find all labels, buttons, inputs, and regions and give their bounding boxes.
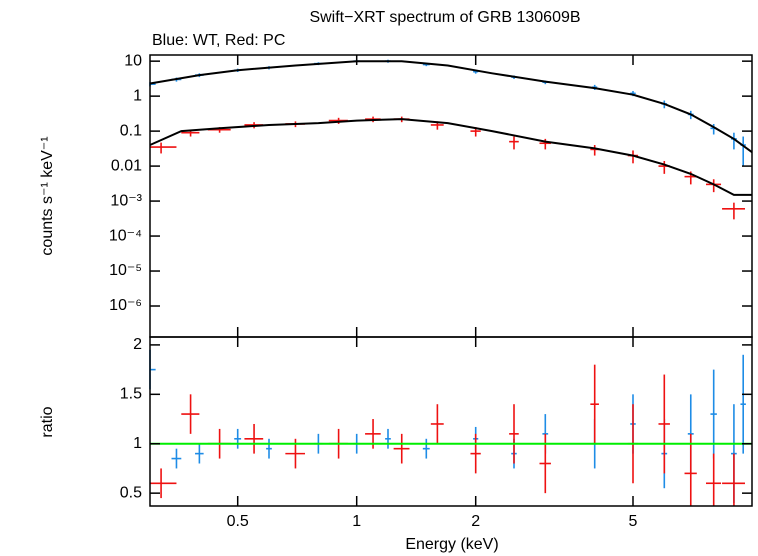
y-tick-label: 0.01 — [111, 157, 142, 174]
y-tick-label: 2 — [133, 336, 142, 353]
y-axis-label: ratio — [39, 406, 56, 437]
y-tick-label: 10 — [124, 52, 142, 69]
x-tick-label: 2 — [471, 513, 480, 530]
chart-subtitle: Blue: WT, Red: PC — [152, 32, 285, 49]
x-tick-label: 0.5 — [227, 513, 249, 530]
y-axis-label: counts s⁻¹ keV⁻¹ — [39, 136, 56, 255]
y-tick-label: 10⁻⁵ — [109, 262, 142, 279]
y-tick-label: 10⁻³ — [110, 192, 142, 209]
y-tick-label: 1 — [133, 87, 142, 104]
plot-frame — [149, 336, 753, 507]
y-tick-label: 10⁻⁴ — [109, 227, 142, 244]
chart-title: Swift−XRT spectrum of GRB 130609B — [309, 9, 580, 26]
model-line — [149, 118, 752, 196]
x-axis-label: Energy (keV) — [405, 536, 498, 553]
model-line — [149, 60, 753, 154]
y-tick-label: 0.1 — [120, 122, 142, 139]
y-tick-label: 10⁻⁶ — [109, 297, 142, 314]
x-tick-label: 1 — [352, 513, 361, 530]
y-tick-label: 1.5 — [120, 386, 142, 403]
x-tick-label: 5 — [629, 513, 638, 530]
y-tick-label: 1 — [133, 435, 142, 452]
y-tick-label: 0.5 — [120, 484, 142, 501]
